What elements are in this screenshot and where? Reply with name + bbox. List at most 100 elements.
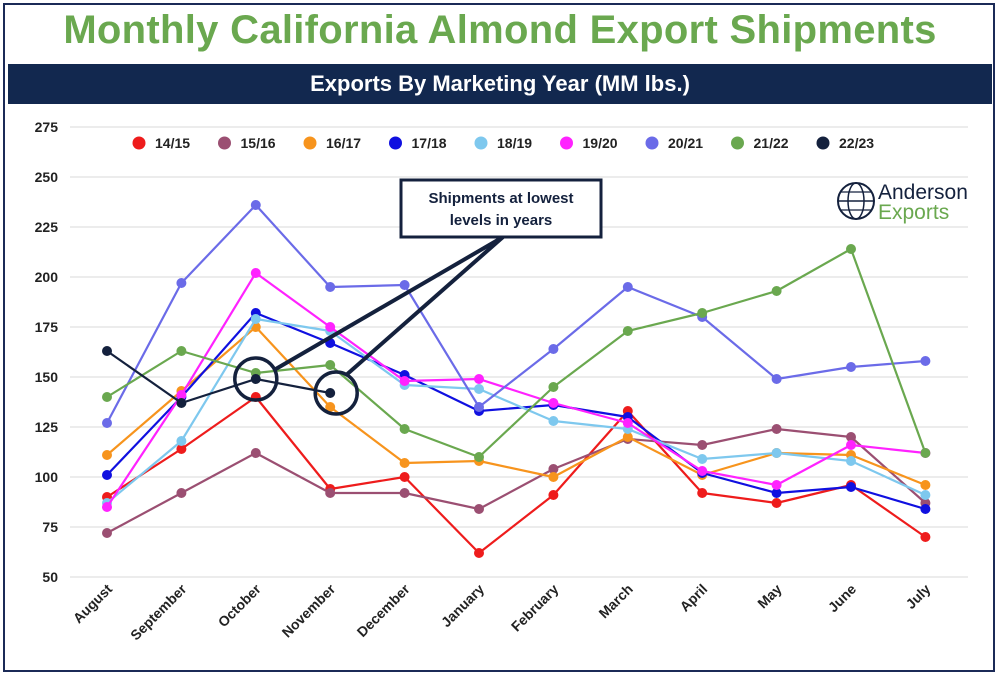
series-20-21 <box>102 200 931 428</box>
data-point <box>102 392 112 402</box>
series-22-23 <box>102 346 336 408</box>
data-point <box>399 488 410 498</box>
data-point <box>697 440 708 450</box>
legend-label: 21/22 <box>754 135 789 151</box>
data-point <box>846 482 856 492</box>
callout-circle <box>313 370 359 416</box>
legend-marker <box>474 136 488 150</box>
data-point <box>250 200 261 210</box>
y-tick-label: 125 <box>35 419 59 435</box>
data-point <box>771 480 782 490</box>
series-17-18 <box>102 308 931 514</box>
data-point <box>771 488 782 498</box>
data-point <box>176 346 187 356</box>
y-tick-label: 175 <box>35 319 59 335</box>
logo-text: Anderson <box>878 181 968 204</box>
data-point <box>325 388 336 398</box>
data-point <box>474 504 484 514</box>
legend-marker <box>645 136 659 150</box>
data-point <box>474 374 484 384</box>
data-point <box>325 402 336 412</box>
series-line <box>106 317 926 504</box>
legend-marker <box>731 136 744 150</box>
data-point <box>250 268 261 278</box>
x-tick-label: August <box>70 581 116 627</box>
y-tick-label: 75 <box>42 519 58 535</box>
data-point <box>846 440 856 450</box>
y-tick-label: 275 <box>35 119 59 135</box>
series-14-15 <box>102 392 931 558</box>
y-tick-label: 100 <box>35 469 59 485</box>
data-point <box>250 374 261 384</box>
data-point <box>846 362 856 372</box>
data-point <box>102 528 112 538</box>
series-line <box>106 427 927 534</box>
series-line <box>106 203 926 424</box>
callout-pointer <box>344 235 505 377</box>
legend-marker <box>560 136 573 150</box>
y-tick-label: 225 <box>35 219 59 235</box>
data-point <box>176 488 187 498</box>
legend-label: 18/19 <box>497 135 532 151</box>
legend-label: 22/23 <box>839 135 874 151</box>
x-tick-label: April <box>676 581 710 615</box>
data-point <box>920 532 931 542</box>
data-point <box>250 314 261 324</box>
data-point <box>474 402 484 412</box>
logo-text: Exports <box>878 201 949 224</box>
legend-marker <box>303 136 317 150</box>
data-point <box>920 504 931 514</box>
data-point <box>771 424 782 434</box>
callout-circle <box>233 356 279 402</box>
data-point <box>474 384 484 394</box>
x-tick-label: September <box>127 580 190 643</box>
annotation-text: Shipments at lowest <box>428 190 573 207</box>
legend-label: 17/18 <box>412 135 447 151</box>
series-19-20 <box>102 268 931 512</box>
data-point <box>846 432 856 442</box>
series-line <box>106 271 926 508</box>
series-line <box>106 247 927 459</box>
legend-marker <box>218 136 231 150</box>
data-point <box>548 344 559 354</box>
data-point <box>325 488 336 498</box>
data-point <box>399 424 410 434</box>
data-point <box>771 498 782 508</box>
chart-title: Monthly California Almond Export Shipmen… <box>63 8 937 52</box>
data-point <box>771 374 782 384</box>
data-point <box>474 452 484 462</box>
series-line <box>106 395 927 555</box>
legend-marker <box>132 136 146 150</box>
data-point <box>548 416 559 426</box>
legend-label: 20/21 <box>668 135 703 151</box>
annotation-text: levels in years <box>450 212 553 229</box>
data-point <box>325 322 336 332</box>
x-tick-label: November <box>279 580 339 640</box>
y-tick-label: 250 <box>35 169 59 185</box>
legend-marker <box>816 136 830 150</box>
legend-marker <box>389 136 402 150</box>
data-point <box>102 502 112 512</box>
x-tick-label: March <box>595 581 635 621</box>
x-tick-label: October <box>215 580 265 630</box>
data-point <box>622 282 633 292</box>
data-point <box>771 448 782 458</box>
series-15-16 <box>102 424 931 538</box>
chart-frame <box>3 3 995 672</box>
data-point <box>920 448 931 458</box>
series-18-19 <box>102 314 931 508</box>
series-21-22 <box>102 244 931 462</box>
data-point <box>697 488 708 498</box>
legend-label: 14/15 <box>155 135 190 151</box>
data-point <box>399 376 410 386</box>
legend-label: 16/17 <box>326 135 361 151</box>
series-line <box>106 350 331 405</box>
x-tick-label: May <box>754 581 785 612</box>
data-point <box>622 326 633 336</box>
data-point <box>102 346 112 356</box>
data-point <box>176 398 187 408</box>
data-point <box>176 278 187 288</box>
data-point <box>176 444 187 454</box>
x-tick-label: January <box>438 581 487 630</box>
